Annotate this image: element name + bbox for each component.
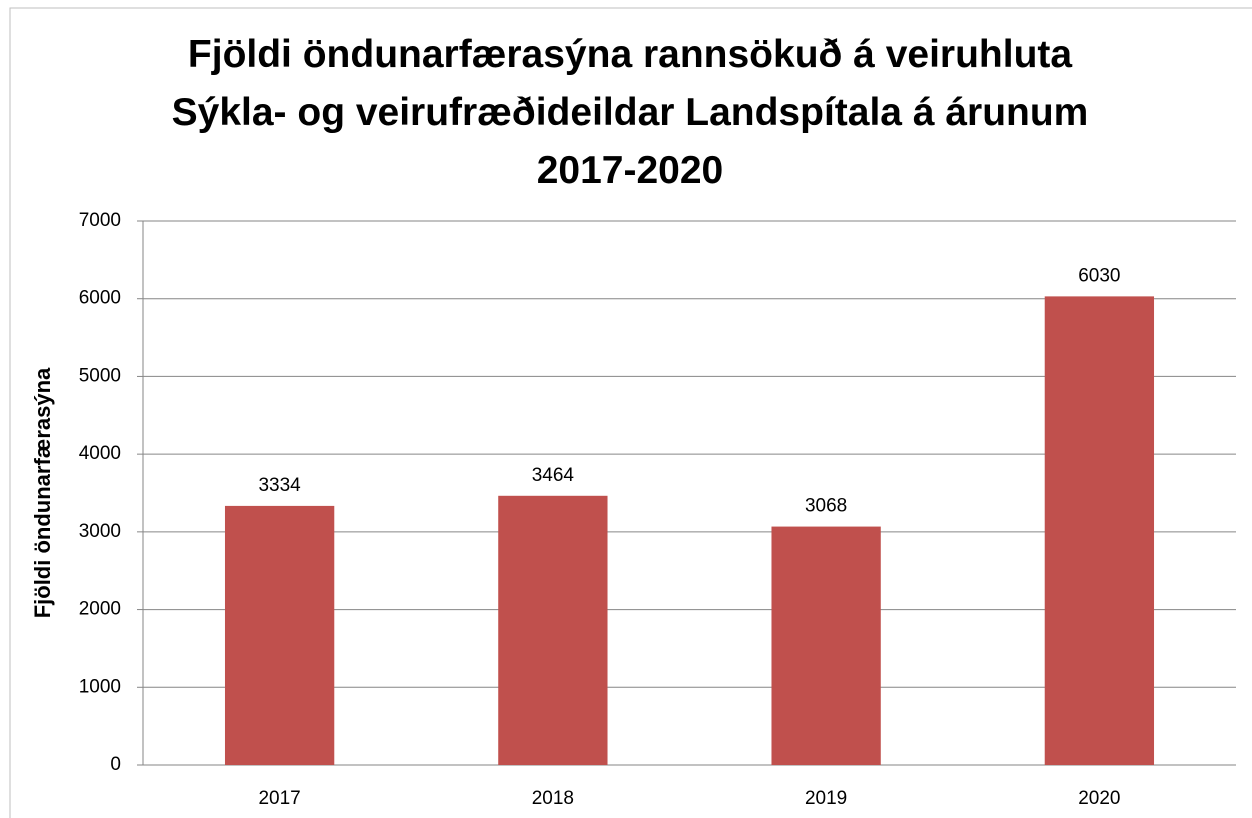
y-tick-label: 5000 [79, 365, 121, 386]
y-tick-label: 1000 [79, 676, 121, 697]
bar [224, 505, 335, 765]
x-tick-label: 2019 [805, 788, 847, 809]
chart-title: Fjöldi öndunarfærasýna rannsökuð á veiru… [171, 33, 1089, 192]
x-tick-label: 2020 [1078, 788, 1120, 809]
y-axis-label: Fjöldi öndunarfærasýna [30, 367, 55, 618]
y-tick-label: 0 [110, 754, 121, 775]
y-tick-label: 6000 [79, 288, 121, 309]
y-tick-label: 7000 [79, 210, 121, 231]
y-tick-label: 3000 [79, 521, 121, 542]
bar [1044, 296, 1155, 765]
x-tick-label: 2018 [532, 788, 574, 809]
bar [771, 526, 881, 765]
y-tick-label: 2000 [79, 599, 121, 620]
chart-border [9, 7, 1252, 818]
bar [498, 495, 608, 765]
data-label: 6030 [1078, 265, 1120, 286]
data-label: 3068 [805, 496, 847, 517]
y-tick-label: 4000 [79, 443, 121, 464]
x-tick-label: 2017 [258, 788, 300, 809]
data-label: 3334 [258, 475, 301, 496]
data-label: 3464 [532, 465, 575, 486]
